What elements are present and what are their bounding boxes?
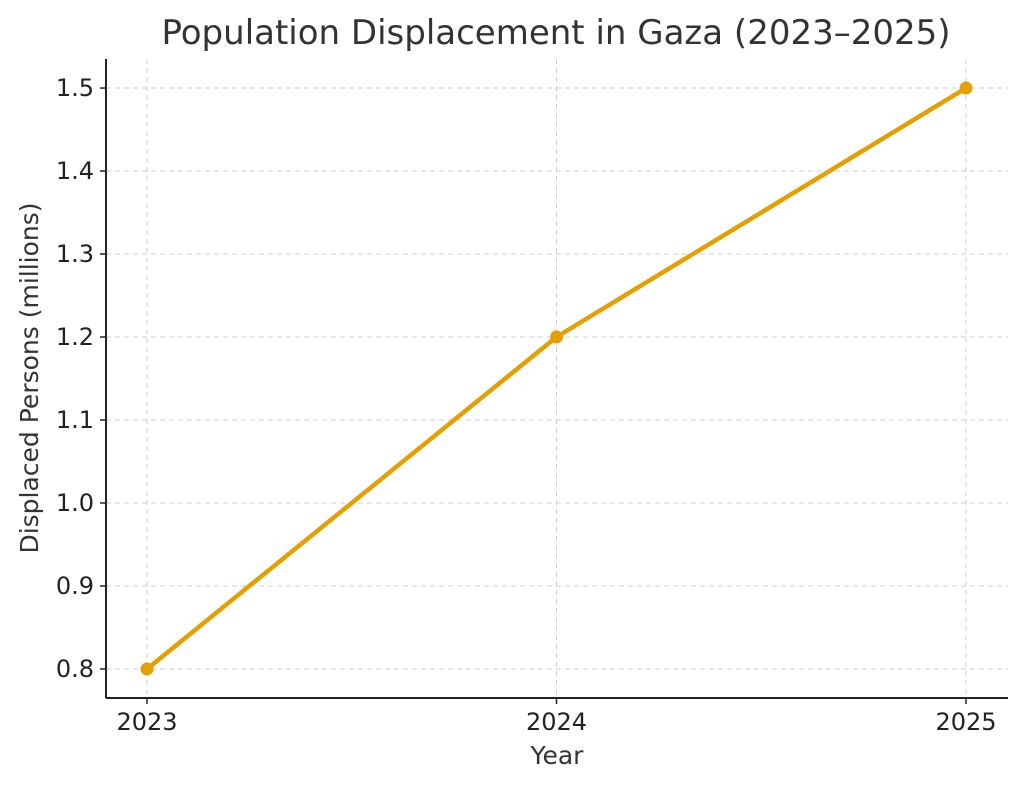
y-tick-label: 1.4: [56, 157, 94, 185]
y-tick-label: 1.3: [56, 240, 94, 268]
x-tick-label: 2024: [526, 708, 587, 736]
data-point: [550, 330, 563, 344]
chart-title: Population Displacement in Gaza (2023–20…: [161, 13, 950, 53]
tick-layer: 2023 2024 2025 0.8 0.9 1.0 1.1 1.2 1.3 1.4 1.5: [56, 74, 997, 736]
y-tick-label: 1.1: [56, 406, 94, 434]
y-tick-label: 1.0: [56, 489, 94, 517]
x-tick-label: 2025: [935, 708, 996, 736]
x-axis-label: Year: [530, 741, 585, 770]
y-axis-label: Displaced Persons (millions): [15, 202, 44, 553]
grid-lines: [106, 59, 1008, 698]
y-tick-label: 0.8: [56, 655, 94, 683]
y-tick-label: 0.9: [56, 572, 94, 600]
series-layer: [140, 81, 973, 676]
data-point: [959, 81, 973, 95]
y-tick-label: 1.2: [56, 323, 94, 351]
data-point: [140, 662, 154, 676]
y-tick-label: 1.5: [56, 74, 94, 102]
x-tick-label: 2023: [116, 708, 177, 736]
